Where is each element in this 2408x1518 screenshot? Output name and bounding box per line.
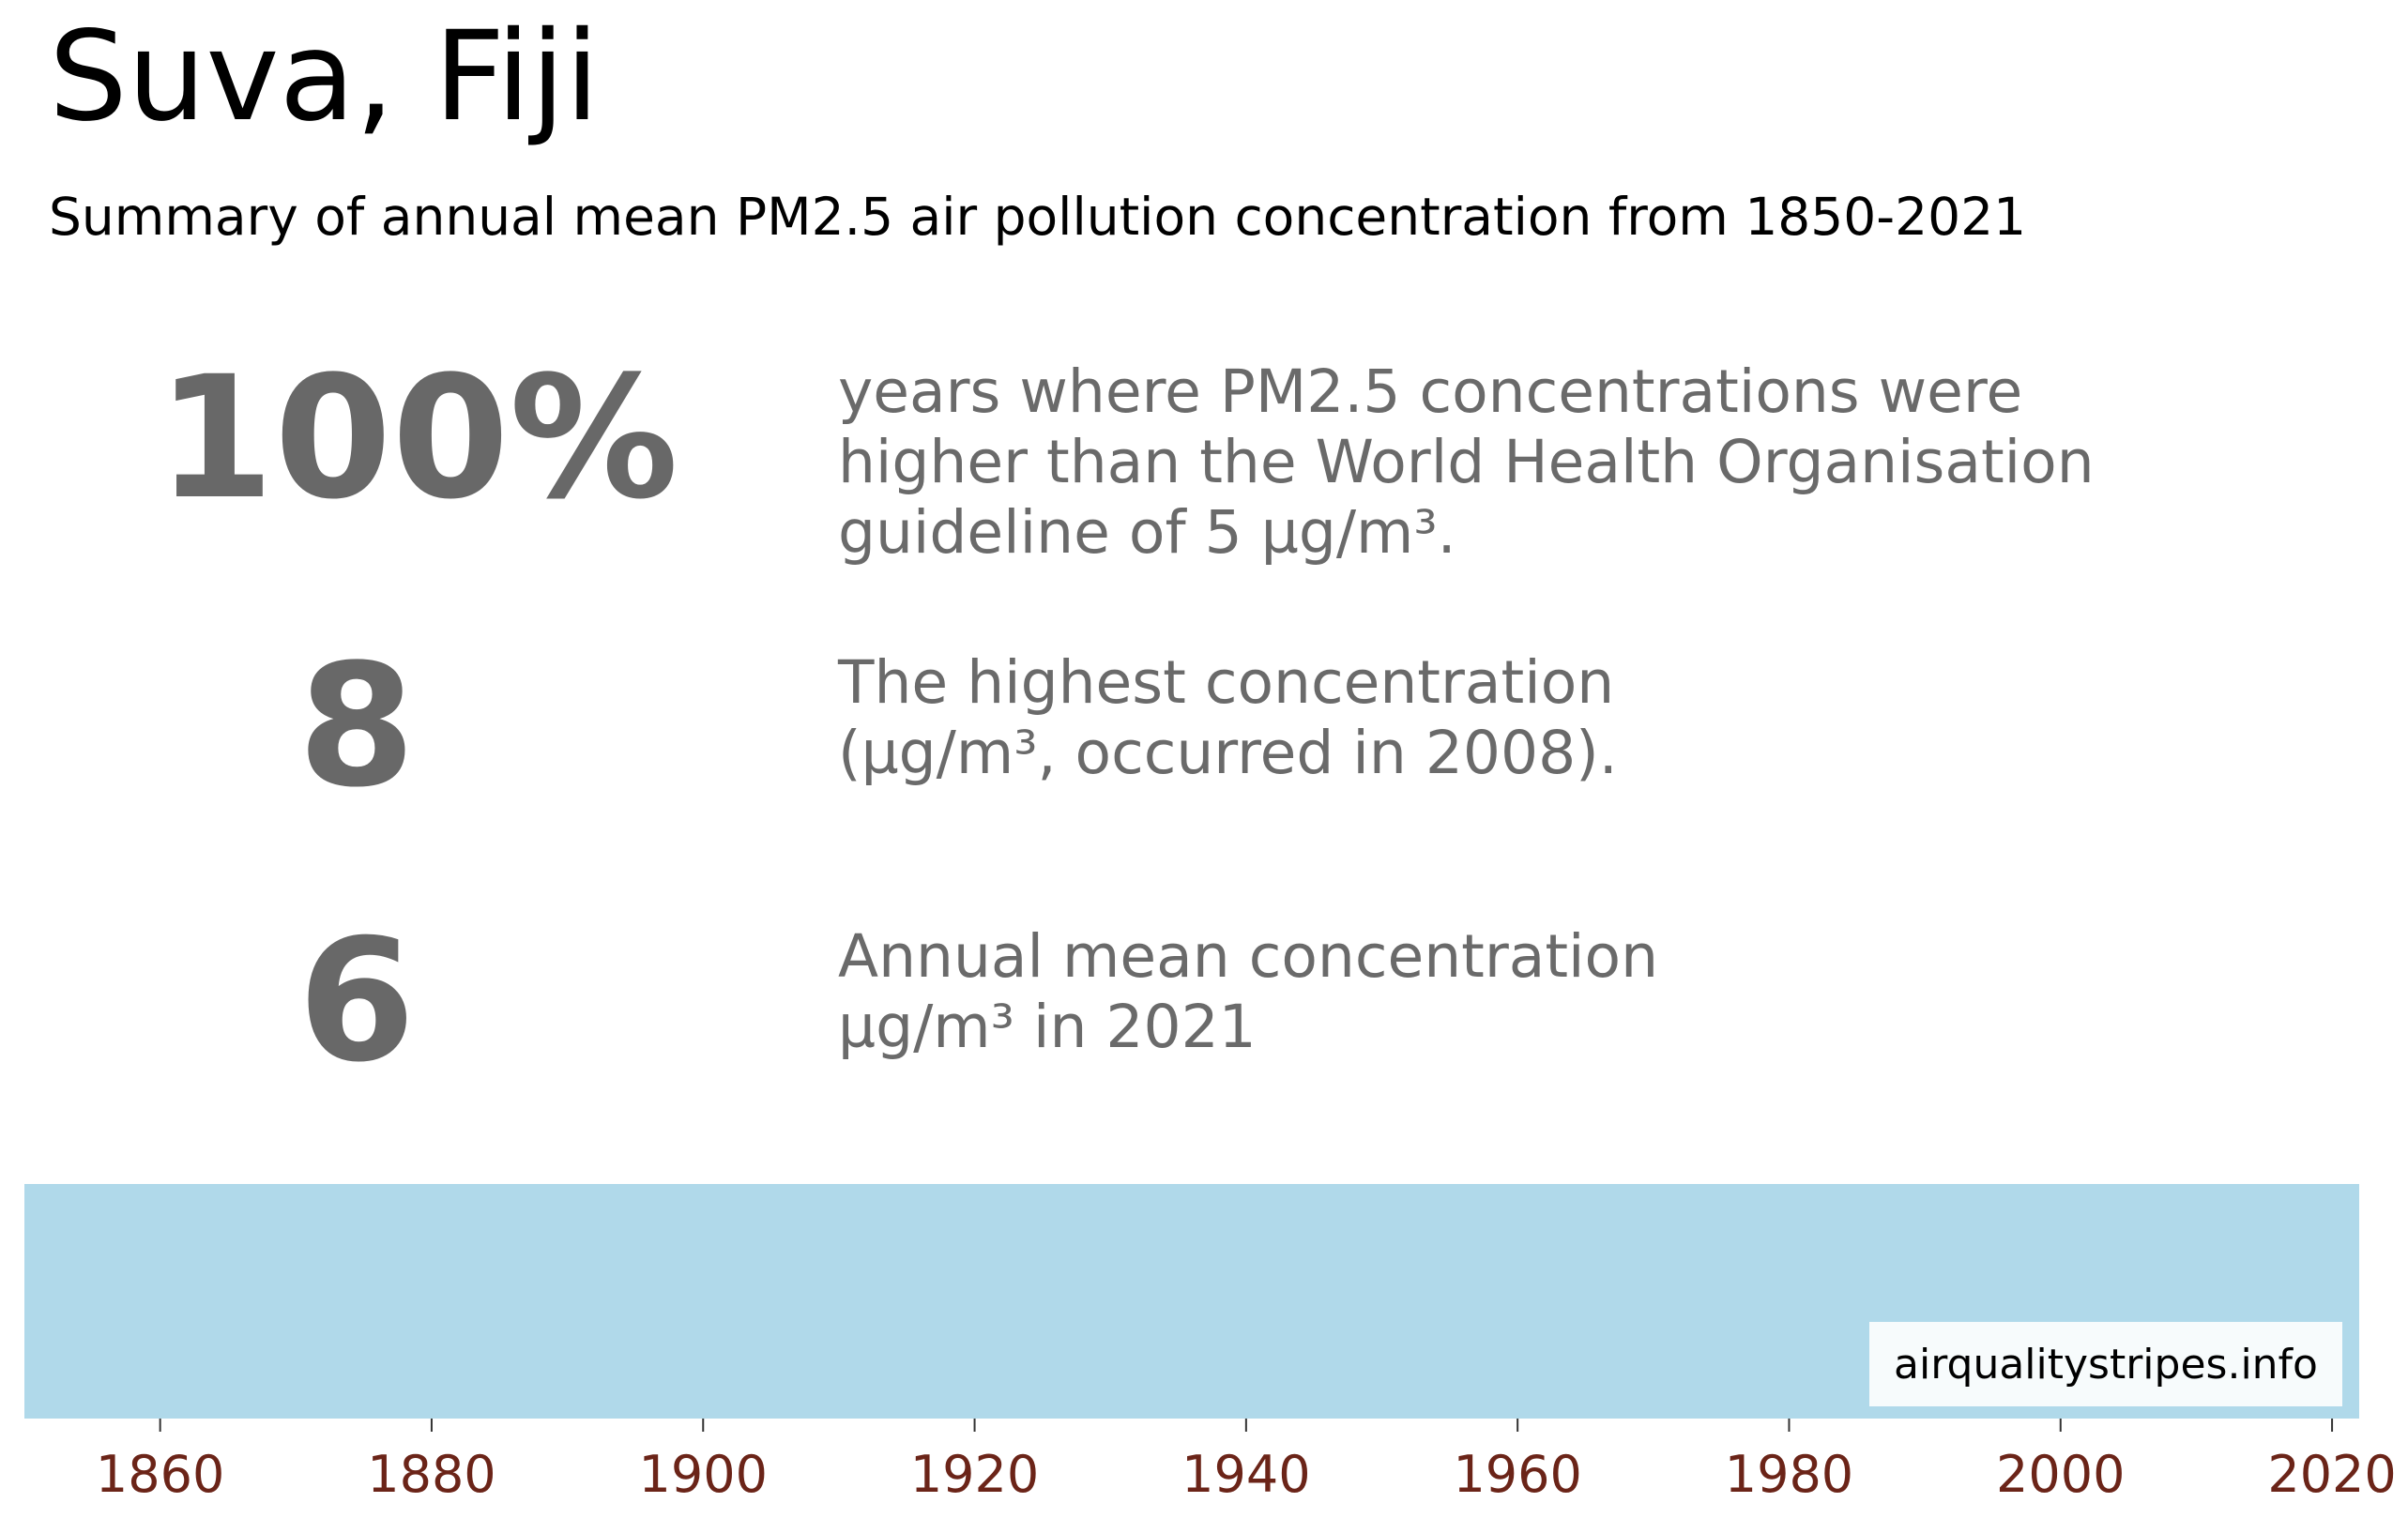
x-tick-label: 1960 [1453,1445,1581,1504]
page-title: Suva, Fiji [49,5,600,149]
stat-percent-above-guideline: 100% [156,341,679,537]
stat-highest-description: The highest concentration (µg/m³, occurr… [838,647,1618,788]
stat-percent-description: years where PM2.5 concentrations were hi… [838,357,2095,568]
x-tick-label: 1880 [367,1445,495,1504]
x-tick-label: 2020 [2267,1445,2396,1504]
stat-description-line: guideline of 5 µg/m³. [838,498,1456,567]
stat-description-line: years where PM2.5 concentrations were [838,357,2023,426]
page-subtitle: Summary of annual mean PM2.5 air polluti… [49,187,2027,247]
source-label: airqualitystripes.info [1869,1322,2342,1406]
stat-description-line: Annual mean concentration [838,922,1659,991]
stat-annual-mean-description: Annual mean concentration µg/m³ in 2021 [838,921,1658,1062]
x-tick-label: 1860 [96,1445,224,1504]
stat-description-line: (µg/m³, occurred in 2008). [838,719,1618,787]
x-tick-label: 1900 [639,1445,768,1504]
stat-description-line: higher than the World Health Organisatio… [838,428,2095,496]
stat-description-line: µg/m³ in 2021 [838,993,1257,1061]
stat-highest-concentration: 8 [297,629,416,825]
x-tick-label: 2000 [1996,1445,2125,1504]
stat-description-line: The highest concentration [838,648,1615,717]
x-tick-label: 1920 [910,1445,1039,1504]
stripes-chart: 1860 1880 1900 1920 1940 1960 1980 2000 2020 [24,1184,2397,1504]
x-tick-label: 1940 [1181,1445,1310,1504]
x-tick-label: 1980 [1725,1445,1853,1504]
stat-annual-mean: 6 [297,903,416,1100]
